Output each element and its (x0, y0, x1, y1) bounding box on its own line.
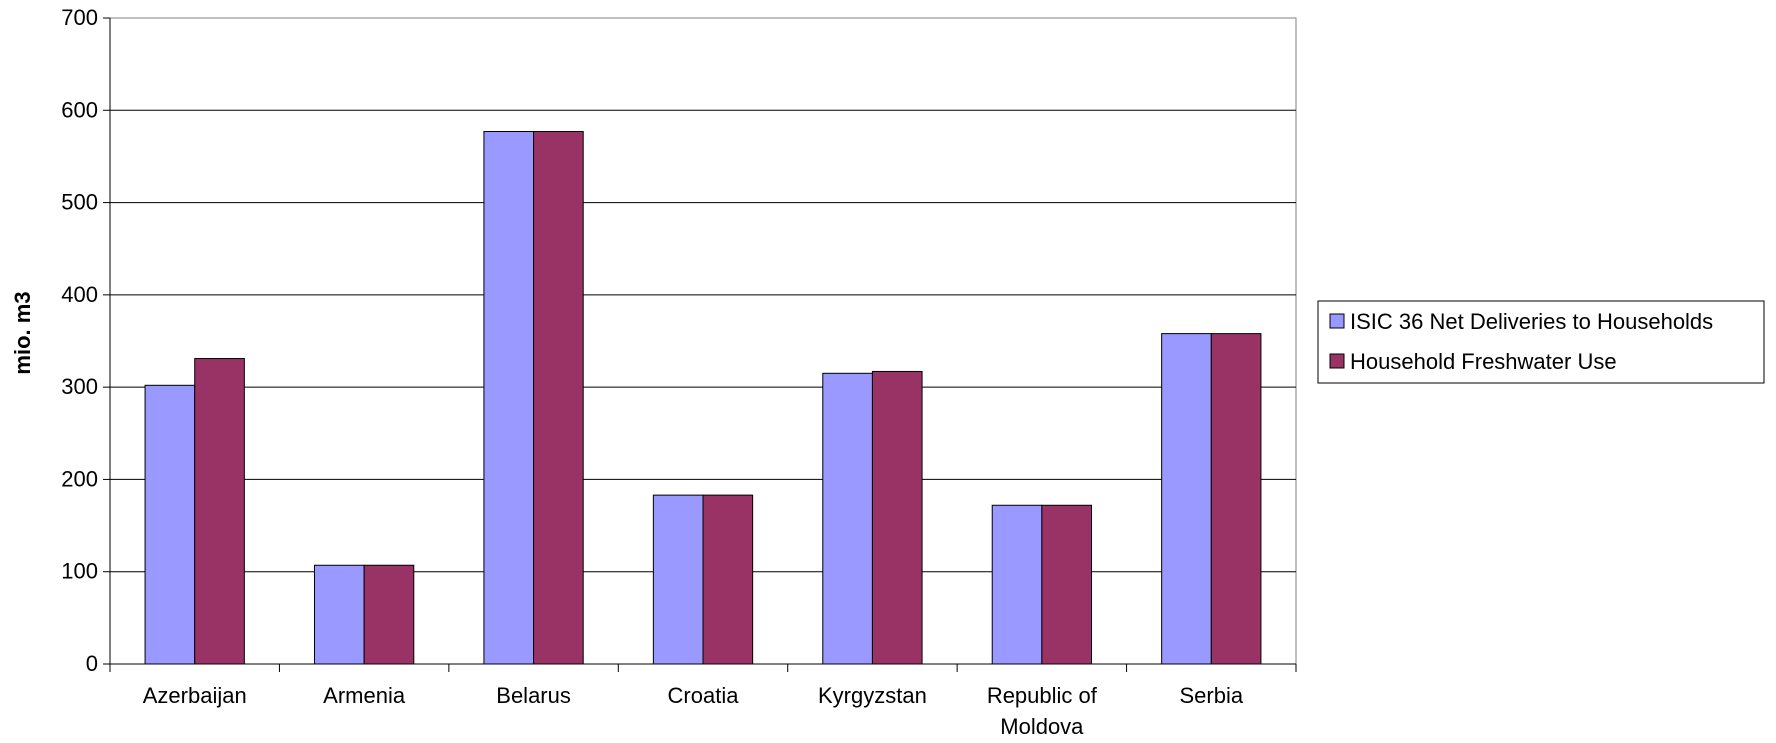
x-tick-label: Armenia (323, 683, 406, 708)
legend: ISIC 36 Net Deliveries to Households Hous… (1317, 300, 1765, 384)
bar (702, 494, 754, 665)
y-tick-label: 600 (61, 97, 98, 122)
x-tick-label: Moldova (1000, 714, 1084, 739)
bar (533, 131, 584, 665)
x-tick-label: Belarus (496, 683, 571, 708)
bar (822, 372, 873, 665)
bar (1041, 504, 1092, 665)
x-tick-label: Republic of (987, 683, 1098, 708)
legend-box (1317, 300, 1765, 384)
legend-swatch (1329, 313, 1345, 329)
y-tick-label: 500 (61, 190, 98, 215)
bar (991, 504, 1043, 665)
bar (194, 358, 245, 665)
y-tick-label: 0 (86, 651, 98, 676)
axes: 0 100 200 300 400 500 600 700 Azerbaijan Armenia B… (61, 5, 1297, 739)
legend-swatch (1329, 353, 1345, 369)
y-tick-label: 700 (61, 5, 98, 30)
y-tick-label: 300 (61, 374, 98, 399)
y-axis-title: mio. m3 (10, 291, 35, 374)
bar (1210, 333, 1262, 665)
legend-label: Household Freshwater Use (1350, 349, 1617, 374)
y-tick-label: 400 (61, 282, 98, 307)
bar (314, 564, 365, 665)
bar (871, 370, 923, 665)
bars (144, 131, 1262, 665)
x-tick-label: Serbia (1179, 683, 1243, 708)
bar (483, 131, 535, 665)
x-tick-label: Azerbaijan (143, 683, 247, 708)
bar (144, 384, 196, 665)
bar (652, 494, 704, 665)
legend-label: ISIC 36 Net Deliveries to Households (1350, 309, 1713, 334)
y-tick-label: 200 (61, 466, 98, 491)
bar (1161, 333, 1212, 665)
y-tick-label: 100 (61, 559, 98, 584)
bar (363, 564, 415, 665)
x-tick-label: Kyrgyzstan (818, 683, 927, 708)
x-tick-label: Croatia (668, 683, 740, 708)
